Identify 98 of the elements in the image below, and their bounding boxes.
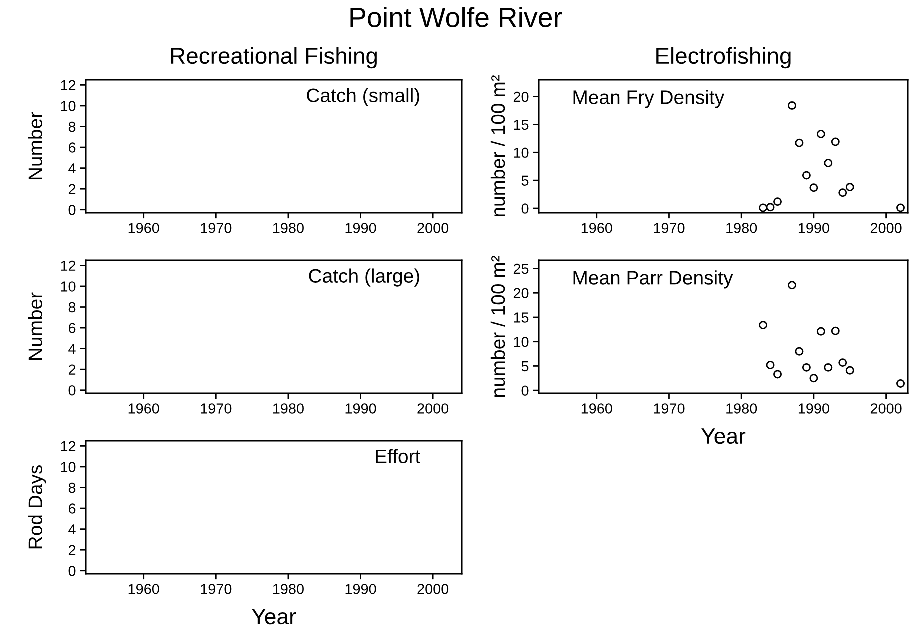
point	[810, 374, 818, 383]
point	[831, 138, 840, 146]
y-tick-label: 0	[522, 386, 529, 396]
point	[788, 101, 796, 110]
text: Point Wolfe River	[350, 7, 562, 28]
y-axis-title: number / 100 m²	[490, 76, 506, 217]
y-tick-label: 15	[514, 312, 529, 323]
y-tick-label: 10	[61, 101, 76, 112]
y-tick-label: 10	[61, 462, 76, 472]
point	[802, 171, 811, 180]
x-tick-label: 1960	[128, 223, 160, 234]
point	[846, 366, 854, 375]
y-tick-label: 8	[68, 302, 76, 313]
chart-title: Effort	[376, 449, 420, 464]
y-tick-label: 6	[68, 142, 76, 153]
x-tick-label: 1970	[201, 584, 232, 594]
y-axis-title: Rod Days	[28, 466, 46, 549]
text: Electrofishing	[656, 47, 791, 69]
y-tick-label: 0	[68, 566, 76, 576]
point	[802, 363, 811, 372]
y-tick-label: 20	[514, 288, 529, 299]
point	[846, 183, 854, 192]
y-tick-label: 12	[61, 260, 76, 271]
x-tick-label: 1970	[201, 223, 232, 234]
point	[766, 203, 775, 212]
x-tick-label: 1960	[128, 404, 160, 414]
point	[824, 363, 833, 372]
point	[838, 188, 848, 198]
y-tick-label: 15	[514, 120, 529, 130]
chart-title: Catch (small)	[307, 88, 420, 106]
y-tick-label: 10	[514, 337, 529, 348]
text: Recreational Fishing	[171, 47, 377, 69]
point	[824, 159, 833, 168]
x-tick-label: 1990	[346, 584, 376, 594]
y-tick-label: 5	[522, 362, 529, 372]
point	[816, 327, 826, 336]
y-tick-label: 0	[522, 204, 529, 214]
x-tick-label: 2000	[870, 404, 902, 414]
x-tick-label: 1980	[274, 223, 304, 234]
x-tick-label: 1990	[346, 223, 376, 234]
point	[788, 281, 796, 290]
y-axis-title: number / 100 m²	[490, 256, 506, 398]
y-axis-title: Number	[28, 292, 42, 360]
x-tick-label: 1990	[346, 404, 376, 414]
point	[816, 130, 826, 138]
point	[774, 370, 782, 379]
x-tick-label: 2000	[418, 223, 449, 234]
x-tick-label: 1960	[128, 584, 160, 594]
y-tick-label: 10	[61, 282, 76, 292]
y-tick-label: 8	[68, 122, 76, 132]
x-tick-label: 1960	[582, 223, 612, 234]
y-tick-label: 20	[514, 92, 529, 102]
x-tick-label: 1990	[798, 404, 830, 414]
point	[759, 321, 768, 330]
x-tick-label: 1980	[274, 584, 304, 594]
point	[896, 380, 905, 388]
point	[838, 358, 848, 368]
point	[810, 184, 818, 192]
chart-title: Mean Parr Density	[574, 270, 734, 289]
point	[759, 204, 768, 212]
x-axis-title: Year	[252, 609, 296, 625]
y-tick-label: 12	[61, 80, 76, 90]
y-tick-label: 5	[522, 176, 529, 186]
y-tick-label: 12	[61, 441, 76, 452]
y-tick-label: 10	[514, 148, 529, 158]
y-axis-title: Number	[28, 112, 42, 180]
chart-title: Catch (large)	[309, 268, 420, 287]
x-tick-label: 1980	[726, 223, 758, 234]
y-tick-label: 4	[68, 344, 76, 354]
y-tick-label: 0	[68, 386, 76, 396]
x-tick-label: 2000	[418, 404, 449, 414]
x-tick-label: 2000	[870, 223, 902, 234]
y-tick-label: 2	[68, 545, 76, 556]
x-tick-label: 1990	[798, 223, 830, 234]
y-tick-label: 2	[68, 364, 76, 375]
y-tick-label: 8	[68, 482, 76, 494]
x-tick-label: 1980	[274, 404, 304, 414]
point	[774, 198, 782, 206]
y-tick-label: 6	[68, 504, 76, 514]
y-tick-label: 4	[68, 164, 76, 174]
x-tick-label: 1970	[654, 223, 685, 234]
y-tick-label: 2	[68, 184, 76, 194]
point	[896, 204, 905, 212]
y-tick-label: 6	[68, 323, 76, 334]
y-tick-label: 4	[68, 524, 76, 535]
point	[795, 138, 804, 148]
y-tick-label: 25	[514, 264, 529, 274]
point	[766, 361, 775, 370]
x-tick-label: 1960	[582, 404, 612, 414]
point	[795, 347, 804, 356]
x-tick-label: 1980	[726, 404, 758, 414]
x-tick-label: 1970	[201, 404, 232, 414]
y-tick-label: 0	[68, 205, 76, 216]
chart-title: Mean Fry Density	[574, 90, 725, 108]
point	[831, 326, 840, 336]
x-tick-label: 2000	[418, 584, 449, 594]
x-axis-title: Year	[702, 428, 746, 444]
x-tick-label: 1970	[654, 404, 685, 414]
